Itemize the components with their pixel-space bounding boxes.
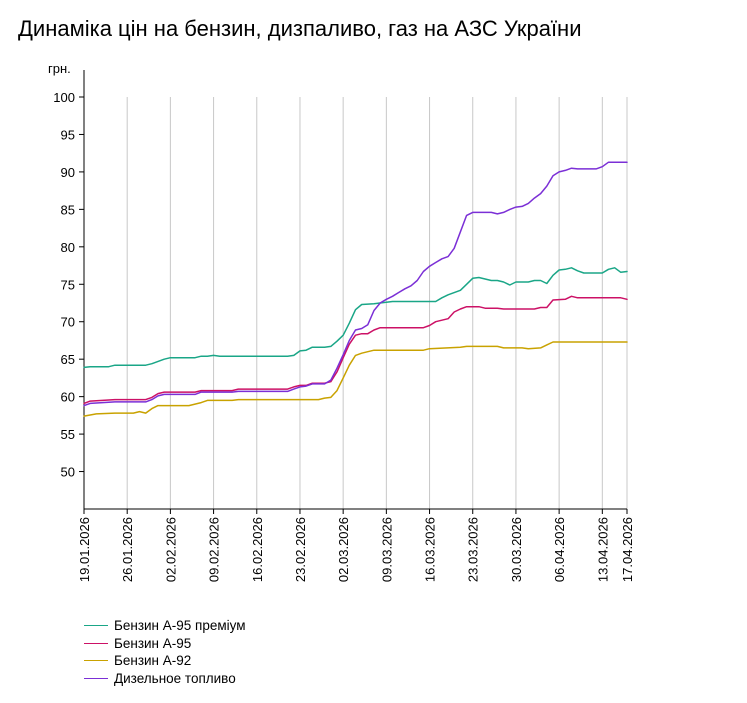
y-tick-label: 50 — [61, 465, 75, 480]
series-lines — [83, 161, 628, 417]
legend-swatch — [84, 660, 108, 662]
legend-swatch — [84, 625, 108, 627]
legend-item: Дизельное топливо — [84, 670, 246, 688]
series-line-3 — [83, 341, 628, 417]
y-tick-label: 60 — [61, 390, 75, 405]
y-axis-unit-label: грн. — [48, 61, 71, 76]
legend-item: Бензин А-95 — [84, 635, 246, 653]
legend-swatch — [84, 642, 108, 644]
chart-title: Динаміка цін на бензин, дизпаливо, газ н… — [18, 16, 582, 41]
y-tick-label: 85 — [61, 202, 75, 217]
y-tick-label: 95 — [61, 127, 75, 142]
series-line-2 — [83, 295, 628, 405]
chart-legend: Бензин А-95 преміум Бензин А-95 Бензин А-9… — [84, 617, 246, 687]
x-tick-label: 16.03.2026 — [423, 517, 438, 582]
x-tick-label: 13.04.2026 — [595, 517, 610, 582]
axes: 50 55 60 65 70 75 80 85 90 95 100 19.01.2026 26.01.2… — [53, 70, 635, 582]
x-tick-label: 06.04.2026 — [552, 517, 567, 582]
x-tick-label: 23.02.2026 — [293, 517, 308, 582]
x-tick-label: 23.03.2026 — [466, 517, 481, 582]
y-tick-label: 70 — [61, 315, 75, 330]
series-line-4 — [83, 161, 628, 407]
x-tick-label: 30.03.2026 — [509, 517, 524, 582]
y-tick-label: 90 — [61, 165, 75, 180]
x-tick-label: 19.01.2026 — [77, 517, 92, 582]
series-line-1 — [83, 267, 628, 369]
legend-label: Бензин А-92 — [114, 653, 192, 669]
legend-item: Бензин А-95 преміум — [84, 617, 246, 635]
x-tick-label: 02.03.2026 — [336, 517, 351, 582]
y-tick-label: 55 — [61, 427, 75, 442]
legend-item: Бензин А-92 — [84, 652, 246, 670]
y-tick-label: 75 — [61, 277, 75, 292]
x-tick-label: 09.03.2026 — [379, 517, 394, 582]
x-tick-label: 26.01.2026 — [120, 517, 135, 582]
legend-label: Бензин А-95 — [114, 635, 192, 651]
x-tick-label: 17.04.2026 — [620, 517, 635, 582]
y-tick-label: 100 — [53, 90, 75, 105]
legend-label: Дизельное топливо — [114, 670, 236, 686]
y-tick-label: 80 — [61, 240, 75, 255]
x-tick-label: 09.02.2026 — [207, 517, 222, 582]
legend-swatch — [84, 677, 108, 679]
y-tick-label: 65 — [61, 352, 75, 367]
legend-label: Бензин А-95 преміум — [114, 618, 246, 634]
x-tick-label: 16.02.2026 — [250, 517, 265, 582]
x-tick-label: 02.02.2026 — [163, 517, 178, 582]
grid-lines — [83, 97, 628, 509]
